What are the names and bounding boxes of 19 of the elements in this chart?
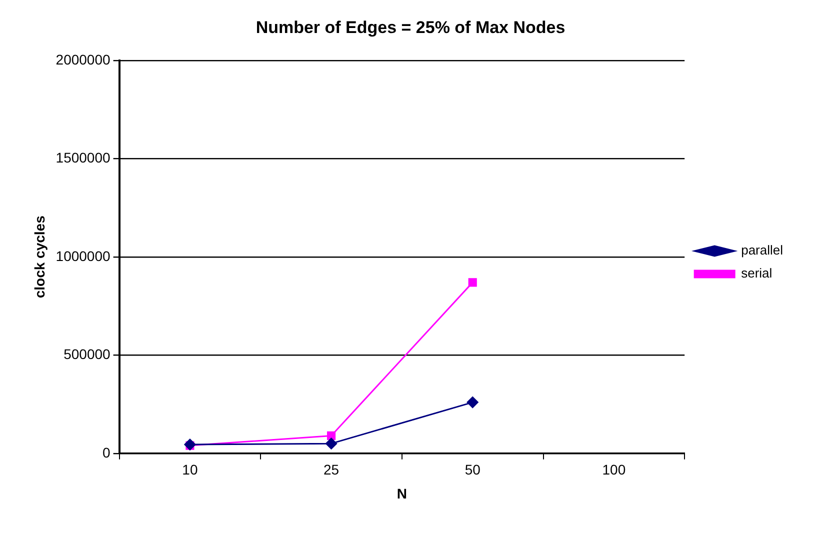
point [184,438,196,450]
x-axis-title: N [396,485,408,502]
y-tick-label: 2000000 [56,51,111,68]
y-tick-label: 0 [102,444,111,460]
x-tick-label: 50 [464,462,481,478]
y-tick-label: 1500000 [56,150,111,166]
point [466,396,478,408]
x-tick-label: 25 [323,462,340,478]
y-tick-label: 1000000 [56,248,111,264]
y-tick-label: 500000 [64,346,111,362]
legend-label: parallel [741,242,784,258]
legend-label: serial [741,266,772,281]
y-axis-title: clock cycles [31,215,48,298]
point [327,431,336,440]
chart-title: Number of Edges = 25% of Max Nodes [256,18,566,37]
x-tick-label: 10 [182,462,198,478]
x-tick-label: 100 [602,462,626,478]
point [326,438,338,450]
point [468,278,477,287]
